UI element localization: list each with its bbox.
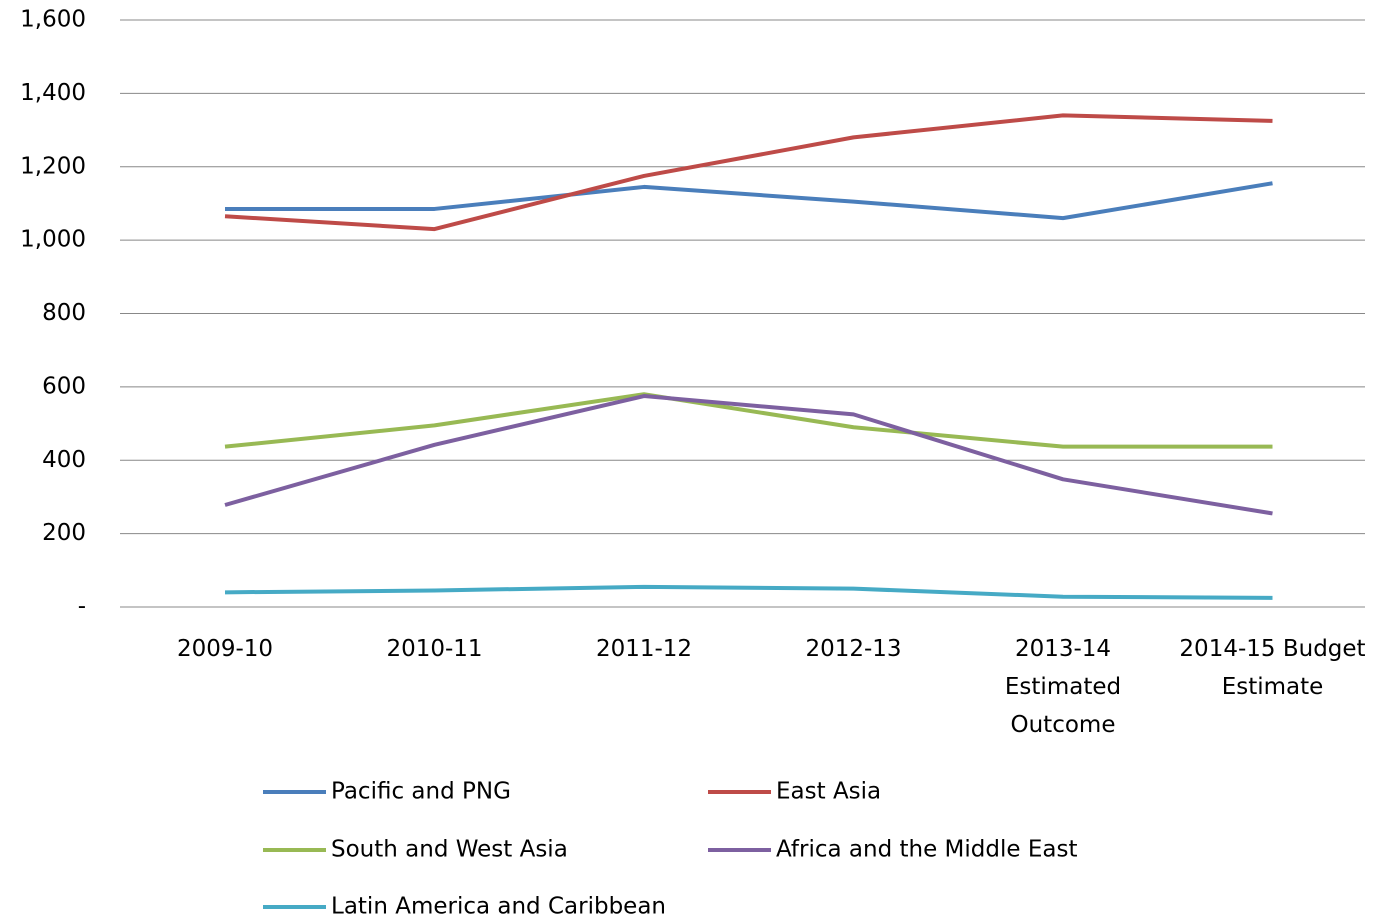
series-line: [224, 394, 1273, 516]
y-tick-label: 200: [42, 520, 86, 546]
x-tick-label: 2009-10: [176, 636, 274, 662]
x-tick-label: 2012-13: [805, 636, 902, 662]
y-tick-label: -: [78, 594, 86, 620]
legend-label: Pacific and PNG: [331, 779, 511, 805]
legend-label: South and West Asia: [331, 837, 568, 863]
legend-label: Latin America and Caribbean: [331, 894, 666, 920]
x-tick-label: 2010-11: [386, 636, 483, 662]
x-tick-label: 2013-14 Estimated Outcome: [1004, 636, 1122, 738]
legend-label: Africa and the Middle East: [776, 837, 1077, 863]
y-tick-label: 400: [42, 447, 86, 473]
y-tick-label: 600: [42, 373, 86, 399]
y-tick-label: 1,200: [20, 153, 86, 179]
series-line: [224, 113, 1273, 232]
series-line: [224, 392, 1273, 449]
y-tick-label: 1,400: [20, 80, 86, 106]
series-line: [225, 181, 1273, 221]
x-tick-label: 2014-15 Budget Estimate: [1179, 636, 1366, 700]
y-tick-label: 1,600: [20, 7, 86, 33]
x-tick-label: 2011-12: [595, 636, 693, 662]
legend-label: East Asia: [776, 779, 881, 805]
y-tick-label: 1,000: [20, 227, 86, 253]
y-tick-label: 800: [42, 300, 86, 326]
series-line: [224, 584, 1273, 600]
